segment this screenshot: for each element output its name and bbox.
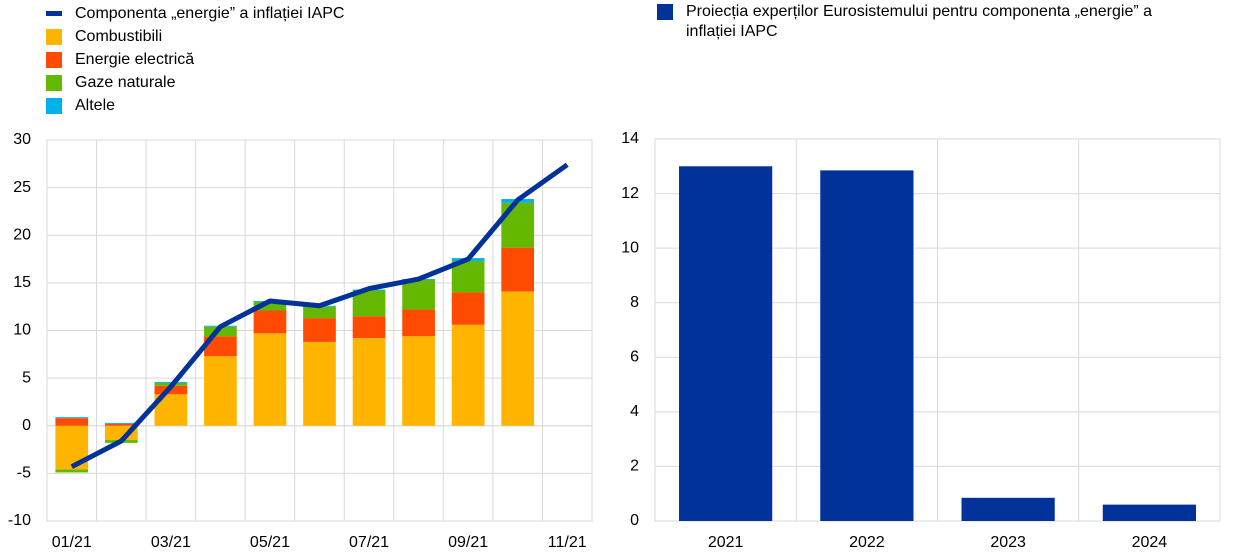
plot-frame	[46, 139, 593, 522]
legend-label: Proiecția experților Eurosistemului pent…	[686, 3, 1153, 40]
bar	[679, 166, 773, 522]
y-tick-label: 14	[621, 130, 639, 147]
bar	[352, 316, 386, 339]
legend-label: Energie electrică	[75, 51, 195, 68]
bar	[352, 338, 386, 426]
legend-swatch	[46, 29, 62, 45]
legend-entry: Componenta „energie” a inflației IAPC	[46, 4, 566, 24]
bar	[104, 423, 138, 426]
x-tick-label: 2021	[708, 534, 744, 551]
legend-entry: Combustibili	[46, 27, 566, 47]
legend-entry: Proiecția experților Eurosistemului pent…	[657, 2, 1157, 42]
bar	[451, 324, 485, 426]
legend-swatch	[657, 4, 673, 20]
bar	[204, 326, 237, 337]
bar	[501, 291, 535, 426]
bar	[501, 247, 535, 292]
y-tick-label: 12	[621, 185, 639, 202]
legend-label: Gaze naturale	[75, 74, 176, 91]
y-tick-label: 10	[621, 239, 639, 256]
bar	[204, 336, 237, 357]
bar	[55, 417, 89, 419]
x-tick-label: 2023	[990, 534, 1026, 551]
bar	[451, 260, 485, 293]
x-tick-label: 07/21	[349, 534, 389, 551]
x-tick-label: 09/21	[448, 534, 488, 551]
legend-entry: Altele	[46, 96, 566, 116]
y-tick-label: -5	[17, 465, 31, 482]
y-tick-label: 8	[630, 294, 639, 311]
y-tick-label: 25	[13, 179, 31, 196]
bar	[402, 309, 435, 337]
bar	[303, 318, 336, 342]
x-tick-label: 01/21	[52, 534, 92, 551]
y-tick-label: 15	[13, 274, 31, 291]
y-tick-label: 10	[13, 322, 31, 339]
y-tick-label: 0	[22, 417, 31, 434]
x-tick-label: 2022	[849, 534, 885, 551]
line	[70, 162, 569, 469]
bar	[1102, 504, 1196, 521]
y-tick-label: 2	[630, 458, 639, 475]
x-tick-label: 2024	[1132, 534, 1168, 551]
legend-entry: Energie electrică	[46, 50, 566, 70]
bar	[402, 280, 435, 310]
legend-swatch	[46, 11, 62, 16]
legend-label: Componenta „energie” a inflației IAPC	[75, 5, 345, 22]
bar	[451, 292, 485, 325]
y-tick-label: -10	[8, 512, 31, 529]
bar	[104, 422, 138, 424]
x-tick-label: 11/21	[548, 534, 587, 551]
bar	[253, 301, 287, 311]
legend-entry: Gaze naturale	[46, 73, 566, 93]
y-tick-label: 0	[630, 512, 639, 529]
bar	[55, 469, 89, 473]
bar	[55, 418, 89, 426]
x-tick-label: 03/21	[151, 534, 191, 551]
y-tick-label: 6	[630, 349, 639, 366]
bar	[820, 170, 914, 521]
legend-swatch	[46, 98, 62, 114]
y-tick-label: 5	[22, 369, 31, 386]
bar	[253, 333, 287, 426]
y-tick-label: 20	[13, 226, 31, 243]
bar	[204, 356, 237, 426]
bar	[402, 336, 435, 426]
legend-label: Combustibili	[75, 28, 163, 45]
bar	[253, 310, 287, 334]
legend-swatch	[46, 75, 62, 91]
bar	[154, 381, 188, 383]
legend-swatch	[46, 52, 62, 68]
bar	[303, 341, 336, 426]
legend-label: Altele	[75, 97, 116, 114]
y-tick-label: 4	[630, 403, 639, 420]
bar	[501, 202, 535, 248]
bar	[303, 306, 336, 319]
bar	[961, 497, 1055, 521]
x-tick-label: 05/21	[250, 534, 290, 551]
y-tick-label: 30	[13, 131, 31, 148]
